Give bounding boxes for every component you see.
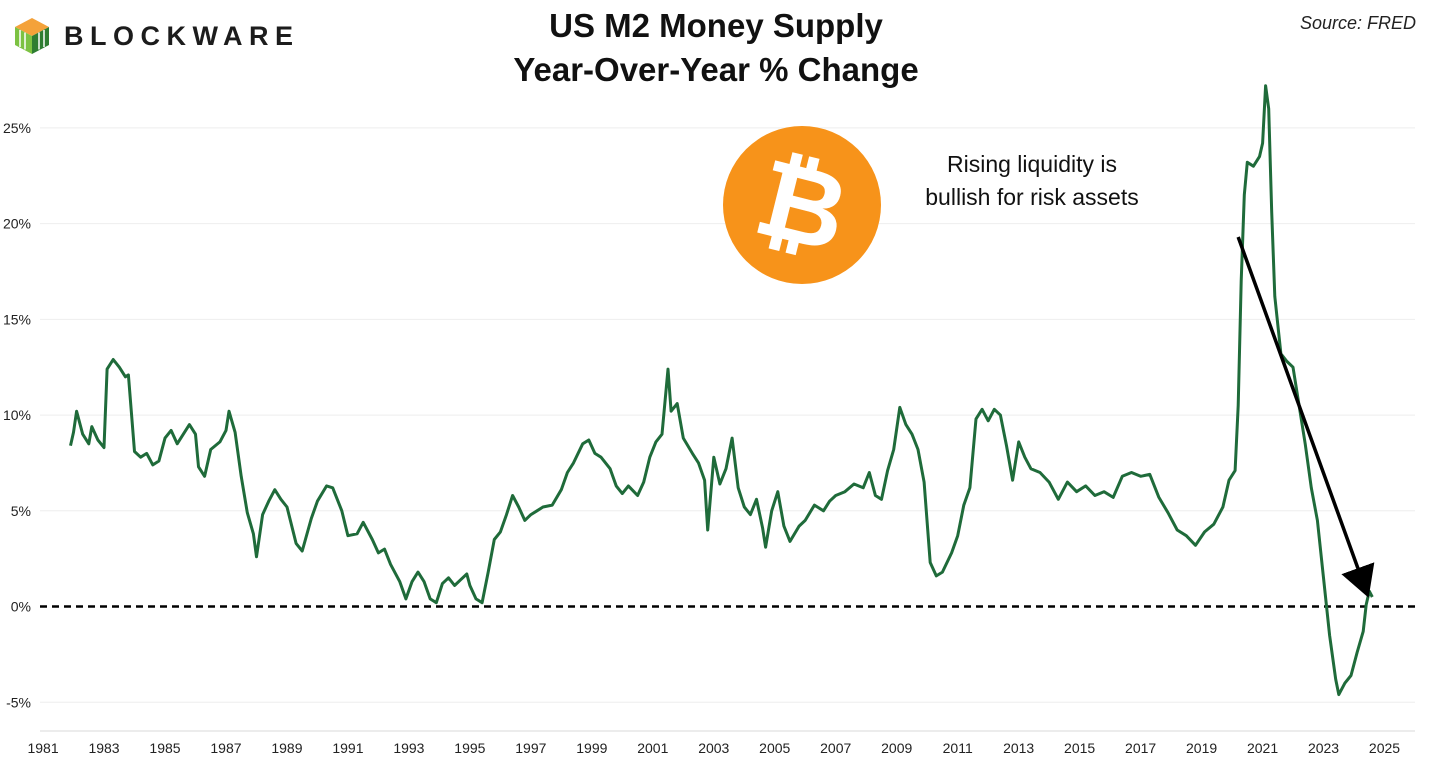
- x-tick-label: 2025: [1369, 740, 1400, 756]
- x-tick-label: 2009: [881, 740, 912, 756]
- x-tick-label: 2021: [1247, 740, 1278, 756]
- chart-title-line-1: US M2 Money Supply: [549, 7, 883, 44]
- x-tick-label: 2015: [1064, 740, 1095, 756]
- annotation-text-line-2: bullish for risk assets: [925, 184, 1138, 210]
- x-tick-label: 2007: [820, 740, 851, 756]
- x-tick-label: 1981: [27, 740, 58, 756]
- brand-logo: BLOCKWARE: [12, 16, 300, 56]
- x-tick-label: 2011: [943, 740, 973, 756]
- x-tick-label: 1983: [88, 740, 119, 756]
- annotation-text-line-1: Rising liquidity is: [947, 151, 1117, 177]
- x-tick-label: 1991: [332, 740, 363, 756]
- x-tick-label: 2017: [1125, 740, 1156, 756]
- y-tick-label: 20%: [3, 216, 31, 232]
- chart-title-line-2: Year-Over-Year % Change: [513, 51, 919, 88]
- x-tick-label: 1985: [149, 740, 180, 756]
- y-tick-label: 15%: [3, 311, 31, 327]
- series-line-m2-yoy: [69, 84, 1374, 697]
- blockware-cube-icon: [15, 18, 49, 54]
- brand-name: BLOCKWARE: [64, 20, 300, 51]
- x-tick-label: 2005: [759, 740, 790, 756]
- x-tick-label: 2001: [637, 740, 668, 756]
- y-tick-label: 25%: [3, 120, 31, 136]
- y-tick-label: -5%: [6, 694, 31, 710]
- x-tick-label: 2013: [1003, 740, 1034, 756]
- y-tick-label: 10%: [3, 407, 31, 423]
- x-tick-label: 2023: [1308, 740, 1339, 756]
- x-tick-label: 1993: [393, 740, 424, 756]
- annotation-arrow: [1236, 236, 1375, 598]
- source-label: Source: FRED: [1299, 13, 1416, 33]
- x-tick-label: 1987: [210, 740, 241, 756]
- x-tick-label: 1995: [454, 740, 485, 756]
- x-tick-label: 2019: [1186, 740, 1217, 756]
- x-tick-label: 1989: [271, 740, 302, 756]
- y-tick-label: 0%: [11, 599, 31, 615]
- x-axis: 1981 1983 1985 1987 1989 1991 1993 1995 1997 1999…: [27, 730, 1415, 756]
- x-tick-label: 1997: [515, 740, 546, 756]
- bitcoin-icon: ₿: [723, 126, 881, 284]
- y-tick-label: 5%: [11, 503, 31, 519]
- x-tick-label: 1999: [576, 740, 607, 756]
- x-tick-label: 2003: [698, 740, 729, 756]
- chart-title: US M2 Money Supply Year-Over-Year % Chan…: [0, 4, 1432, 92]
- y-axis: -5% 0% 5% 10% 15% 20% 25%: [3, 120, 31, 710]
